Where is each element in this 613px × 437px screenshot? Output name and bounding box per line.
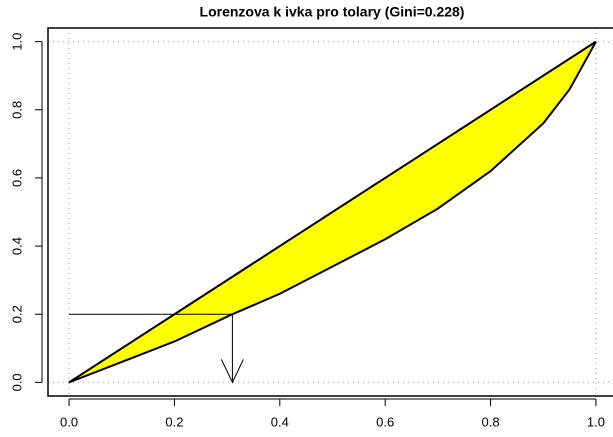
y-tick-label: 0.8 — [9, 101, 24, 119]
y-tick-label: 0.4 — [9, 237, 24, 255]
y-tick-label: 0.2 — [9, 305, 24, 323]
x-tick-label: 0.4 — [271, 414, 289, 429]
x-tick-label: 1.0 — [587, 414, 605, 429]
x-tick-label: 0.2 — [165, 414, 183, 429]
y-tick-label: 0.0 — [9, 373, 24, 391]
lorenz-line — [68, 40, 597, 384]
y-tick-label: 0.6 — [9, 169, 24, 187]
x-tick-label: 0.8 — [482, 414, 500, 429]
lorenz-line — [68, 41, 597, 384]
chart-title: Lorenzova k ivka pro tolary (Gini=0.228) — [200, 4, 465, 20]
plot-box — [47, 27, 613, 397]
x-tick-label: 0.6 — [376, 414, 394, 429]
y-tick-label: 1.0 — [9, 33, 24, 51]
marker-arrow — [220, 314, 244, 384]
x-tick-label: 0.0 — [60, 414, 78, 429]
